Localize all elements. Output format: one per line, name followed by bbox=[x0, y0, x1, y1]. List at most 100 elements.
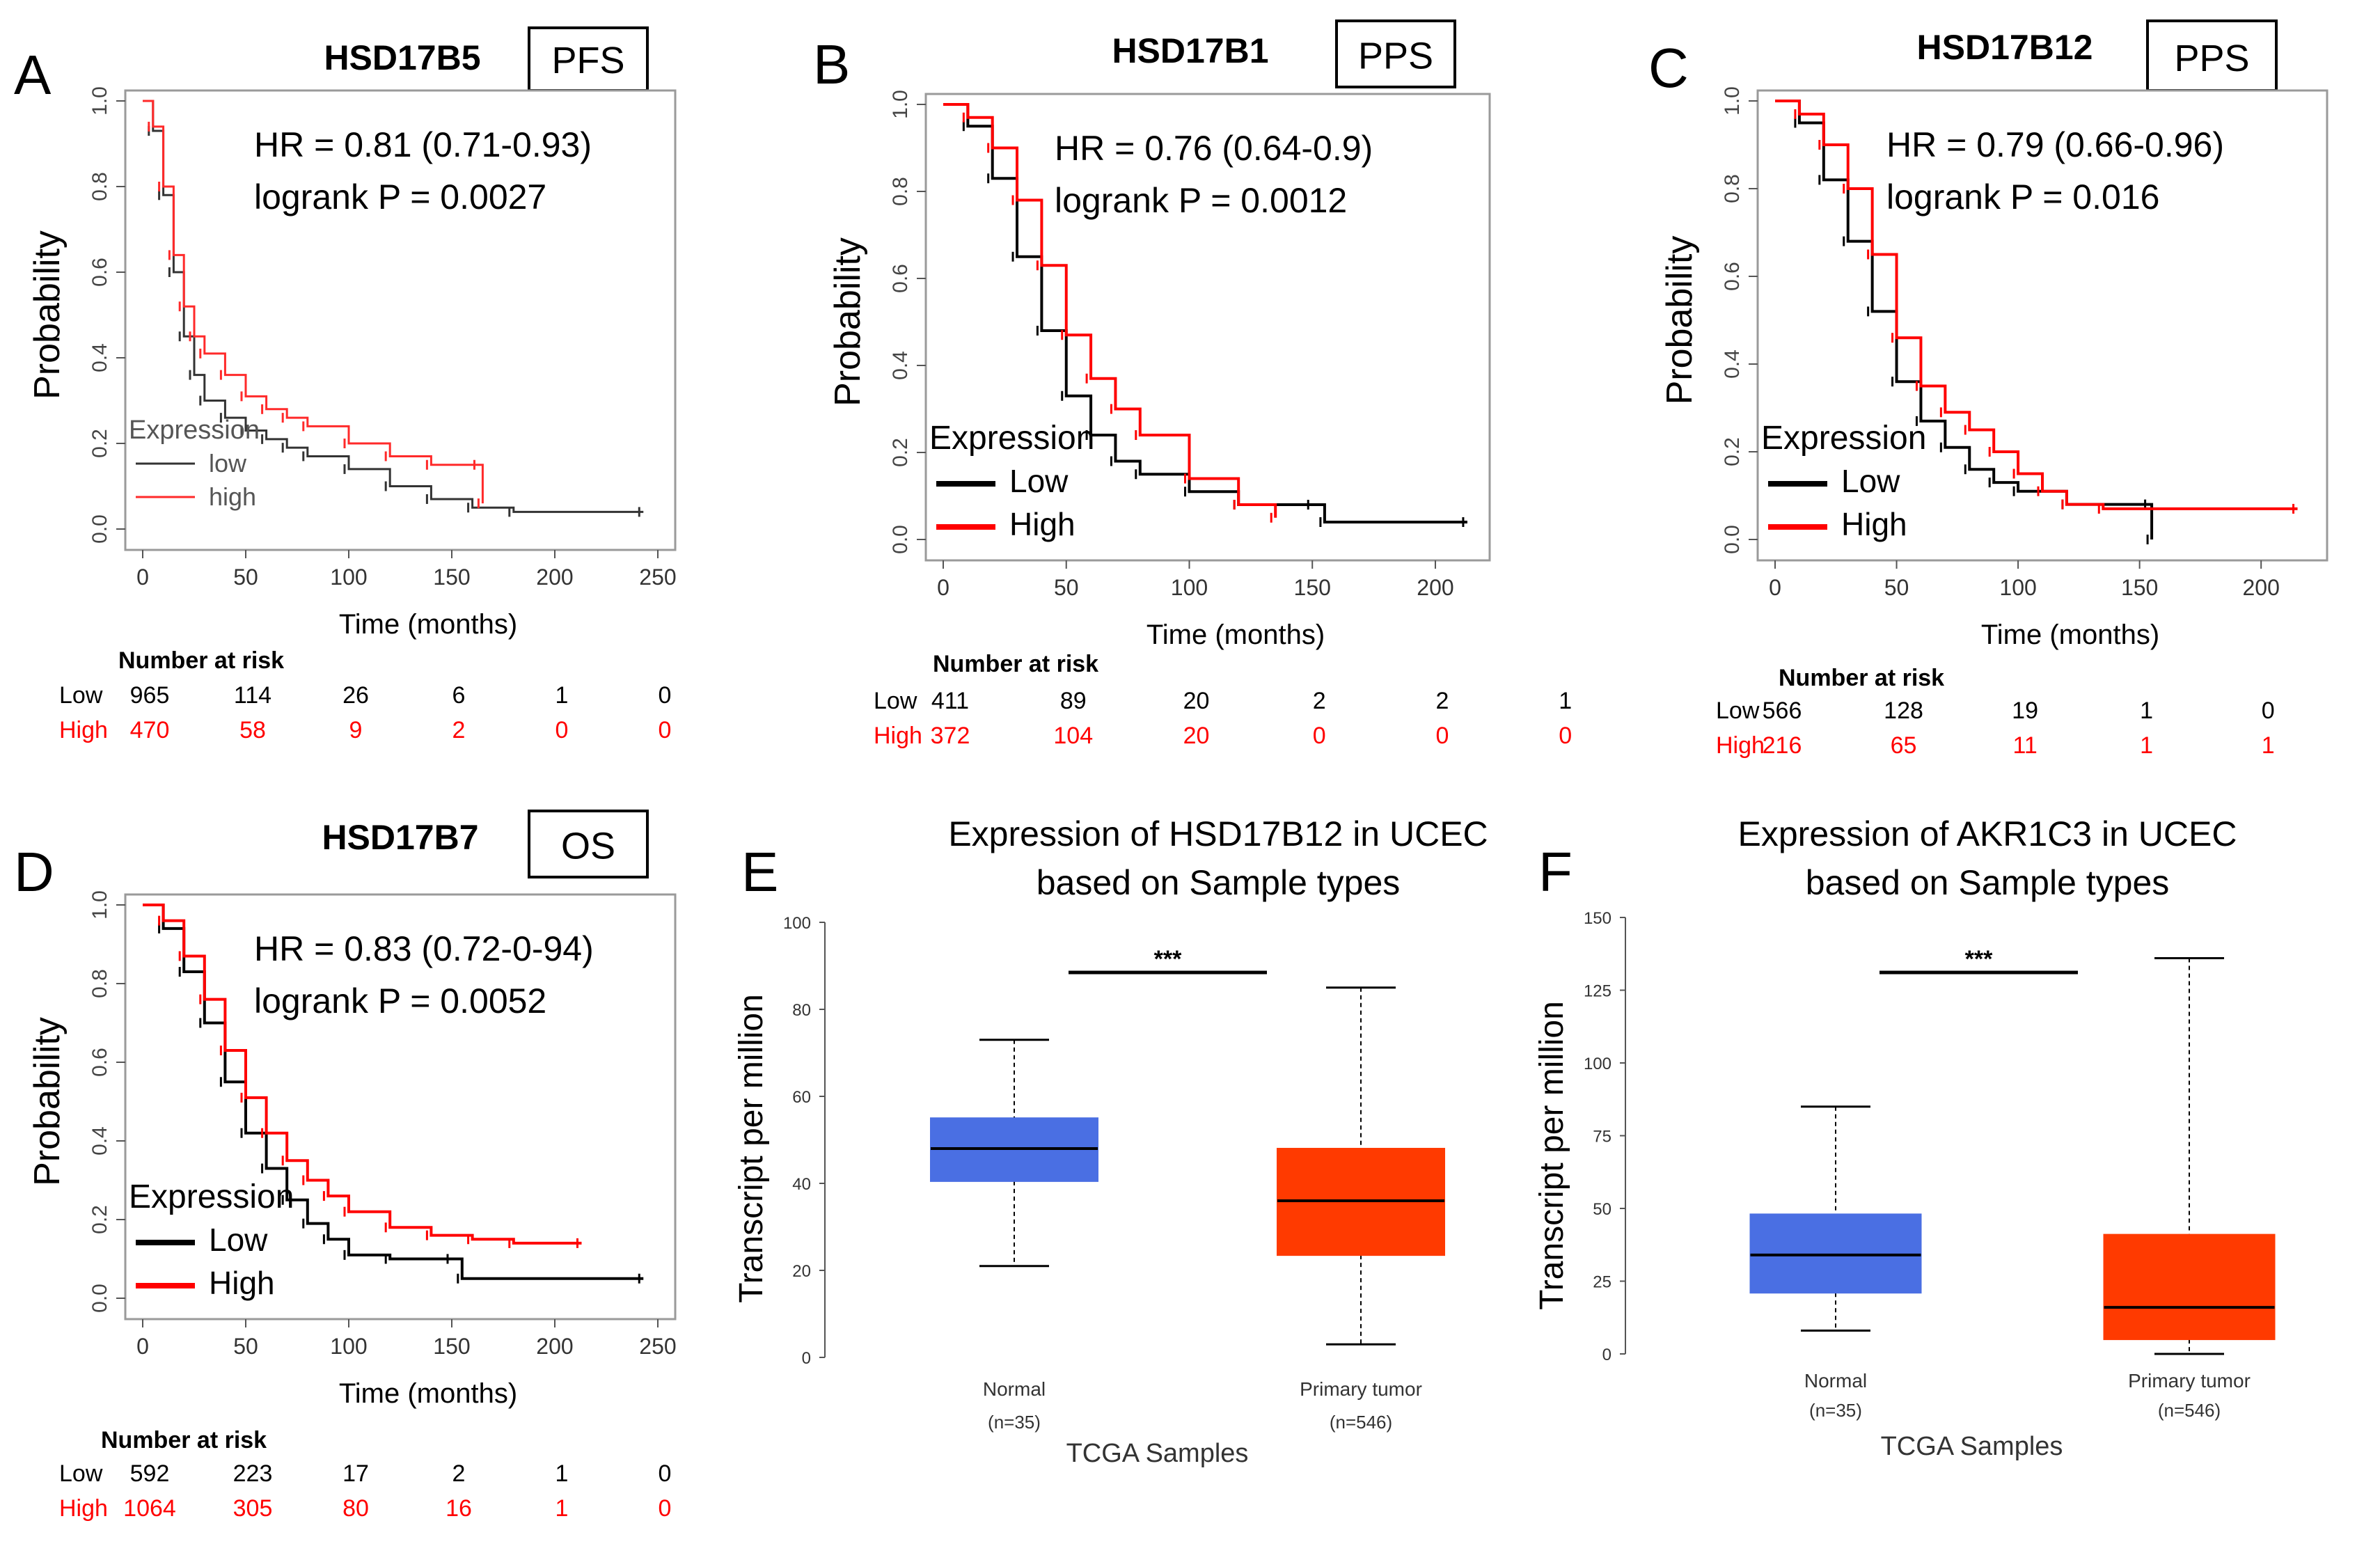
y-tick-label: 0.8 bbox=[88, 969, 111, 998]
risk-value: 58 bbox=[239, 717, 266, 743]
gene-title: HSD17B1 bbox=[1112, 31, 1268, 70]
risk-value: 372 bbox=[931, 723, 970, 749]
x-tick-label: 100 bbox=[330, 1334, 367, 1359]
y-tick-label: 80 bbox=[792, 1001, 811, 1020]
y-tick-label: 0.8 bbox=[88, 172, 111, 201]
y-tick-label: 100 bbox=[783, 914, 811, 933]
y-tick-label: 25 bbox=[1593, 1273, 1611, 1292]
x-tick-label: 100 bbox=[330, 565, 367, 590]
y-tick-label: 0 bbox=[802, 1349, 811, 1368]
x-tick-label: 0 bbox=[937, 575, 949, 600]
y-tick-label: 0.0 bbox=[88, 1284, 111, 1313]
y-tick-label: 0.2 bbox=[889, 438, 912, 467]
panel-letter: E bbox=[741, 841, 778, 903]
risk-value: 566 bbox=[1763, 697, 1802, 724]
x-tick-label: 150 bbox=[433, 1334, 470, 1359]
y-tick-label: 125 bbox=[1584, 982, 1611, 1001]
risk-value: 1 bbox=[555, 1460, 569, 1487]
risk-table-title: Number at risk bbox=[118, 647, 284, 674]
risk-value: 89 bbox=[1060, 688, 1087, 714]
risk-value: 26 bbox=[342, 682, 369, 709]
risk-row-label-low: Low bbox=[874, 688, 917, 714]
y-tick-label: 0.0 bbox=[889, 525, 912, 554]
legend-title: Expression bbox=[129, 1178, 294, 1215]
risk-value: 19 bbox=[2012, 697, 2038, 724]
risk-value: 1 bbox=[1559, 688, 1572, 714]
endpoint-label: PFS bbox=[551, 40, 624, 81]
y-tick-label: 150 bbox=[1584, 909, 1611, 928]
hazard-ratio-text: HR = 0.76 (0.64-0.9) bbox=[1055, 129, 1373, 168]
km-curve-high bbox=[943, 103, 1277, 518]
group-n: (n=35) bbox=[988, 1412, 1041, 1433]
gene-title: HSD17B5 bbox=[324, 38, 480, 77]
y-tick-label: 0.6 bbox=[1721, 262, 1744, 291]
significance-stars: *** bbox=[1965, 946, 1993, 972]
risk-value: 114 bbox=[234, 682, 271, 709]
risk-value: 1 bbox=[2140, 697, 2153, 724]
y-tick-label: 40 bbox=[792, 1175, 811, 1194]
risk-row-label-low: Low bbox=[59, 682, 103, 709]
y-tick-label: 1.0 bbox=[88, 890, 111, 920]
iqr-box bbox=[1749, 1213, 1922, 1294]
panel-letter: B bbox=[813, 33, 850, 95]
y-tick-label: 0.0 bbox=[1721, 525, 1744, 554]
legend-label-low: Low bbox=[1009, 463, 1069, 499]
x-tick-label: 250 bbox=[639, 565, 676, 590]
x-tick-label: 50 bbox=[1054, 575, 1079, 600]
legend-title: Expression bbox=[1761, 420, 1926, 457]
box-primary-tumor: Primary tumor (n=546) bbox=[2103, 957, 2276, 1421]
risk-value: 592 bbox=[130, 1460, 170, 1487]
km-curve-high bbox=[143, 904, 582, 1245]
legend-title: Expression bbox=[929, 420, 1094, 457]
risk-value: 0 bbox=[659, 682, 672, 709]
logrank-p-text: logrank P = 0.0012 bbox=[1055, 181, 1347, 220]
y-tick-label: 0.4 bbox=[88, 1126, 111, 1156]
endpoint-box bbox=[1335, 19, 1456, 88]
y-axis-label: Probability bbox=[1660, 236, 1700, 405]
risk-value: 965 bbox=[130, 682, 170, 709]
x-tick-label: 100 bbox=[1171, 575, 1208, 600]
boxplot-title-line: based on Sample types bbox=[1037, 863, 1401, 902]
panel-letter: D bbox=[14, 841, 54, 903]
x-tick-label: 50 bbox=[1884, 575, 1909, 600]
risk-value: 2 bbox=[1313, 688, 1326, 714]
x-tick-label: 0 bbox=[136, 1334, 149, 1359]
x-tick-label: 150 bbox=[433, 565, 470, 590]
x-tick-label: 200 bbox=[2242, 575, 2279, 600]
risk-value: 0 bbox=[2262, 697, 2275, 724]
significance-stars: *** bbox=[1154, 946, 1182, 972]
group-name: Normal bbox=[983, 1378, 1046, 1400]
risk-value: 104 bbox=[1053, 723, 1093, 749]
risk-row-label-low: Low bbox=[59, 1460, 103, 1487]
x-tick-label: 50 bbox=[233, 1334, 258, 1359]
risk-row-label-high: High bbox=[59, 1495, 108, 1522]
y-tick-label: 0.2 bbox=[88, 1205, 111, 1234]
risk-value: 20 bbox=[1183, 723, 1210, 749]
risk-row-label-high: High bbox=[874, 723, 922, 749]
x-axis-label: TCGA Samples bbox=[1881, 1432, 2063, 1461]
risk-value: 6 bbox=[452, 682, 466, 709]
panel-f: F Expression of AKR1C3 in UCEC based on Sa… bbox=[1534, 814, 2276, 1461]
risk-value: 0 bbox=[1313, 723, 1326, 749]
group-n: (n=546) bbox=[2158, 1400, 2221, 1421]
risk-value: 80 bbox=[342, 1495, 369, 1522]
plot-frame bbox=[124, 893, 677, 1321]
y-tick-label: 0.4 bbox=[88, 343, 111, 372]
gene-title: HSD17B7 bbox=[322, 818, 478, 857]
risk-table-title: Number at risk bbox=[101, 1427, 267, 1453]
risk-value: 2 bbox=[452, 717, 466, 743]
endpoint-label: OS bbox=[561, 825, 615, 867]
boxplot-title-line: Expression of AKR1C3 in UCEC bbox=[1738, 814, 2237, 853]
x-tick-label: 200 bbox=[536, 565, 573, 590]
risk-row-label-high: High bbox=[1716, 732, 1765, 759]
risk-value: 2 bbox=[452, 1460, 466, 1487]
hazard-ratio-text: HR = 0.81 (0.71-0.93) bbox=[254, 125, 592, 164]
y-axis-label: Transcript per million bbox=[1534, 1001, 1570, 1310]
risk-value: 223 bbox=[233, 1460, 273, 1487]
km-curve-high bbox=[1775, 100, 2298, 510]
gene-title: HSD17B12 bbox=[1917, 28, 2093, 67]
y-tick-label: 0.0 bbox=[88, 514, 111, 544]
risk-row-label-high: High bbox=[59, 717, 108, 743]
